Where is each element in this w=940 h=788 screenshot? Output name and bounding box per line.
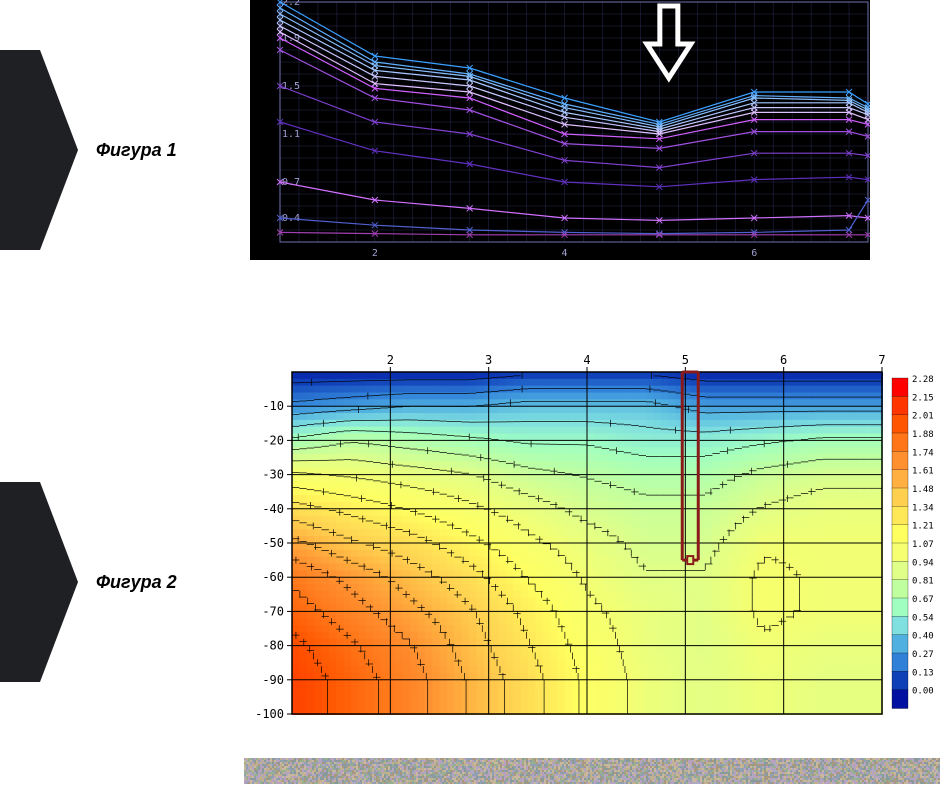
figure2-title: Фигура 2 [96, 572, 177, 593]
figure1-title: Фигура 1 [96, 140, 177, 161]
chart2-contour-heatmap: 234567-10-20-30-40-50-60-70-80-90-1002.2… [244, 352, 940, 722]
noise-bar [244, 758, 940, 784]
svg-text:4: 4 [562, 248, 568, 259]
chevron-icon [0, 50, 78, 250]
svg-text:2: 2 [372, 248, 378, 259]
chart1-line-plot: 2.21.91.51.10.70.4246 [250, 0, 870, 260]
figure2-label-block: Фигура 2 [0, 482, 177, 682]
svg-text:6: 6 [751, 248, 757, 259]
svg-text:1.1: 1.1 [282, 129, 300, 140]
figure1-label-block: Фигура 1 [0, 50, 177, 250]
chevron-icon [0, 482, 78, 682]
